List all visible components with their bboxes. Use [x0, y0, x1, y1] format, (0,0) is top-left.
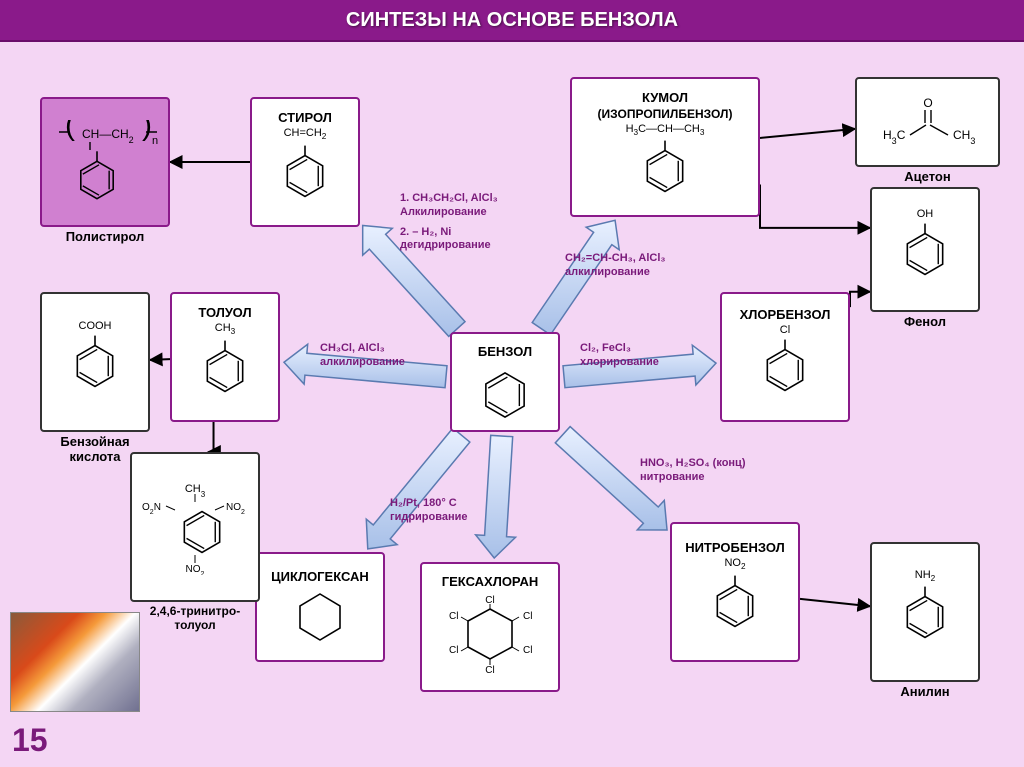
benzene-title: БЕНЗОЛ: [478, 344, 532, 359]
svg-text:Cl: Cl: [523, 611, 532, 622]
header: СИНТЕЗЫ НА ОСНОВЕ БЕНЗОЛА: [0, 0, 1024, 42]
svg-text:n: n: [152, 135, 158, 147]
benzoic-acid-structure-icon: [68, 334, 123, 404]
chlorobenzene-structure-icon: [758, 338, 813, 408]
hexachlorane-structure-icon: Cl Cl Cl Cl Cl Cl: [445, 591, 535, 681]
page: СИНТЕЗЫ НА ОСНОВЕ БЕНЗОЛА БЕНЗОЛ: [0, 0, 1024, 767]
phenol-card: OH: [870, 187, 980, 312]
toluene-formula: CH3: [215, 322, 235, 336]
condition-cumene: CH₂=CH-CH₃, AlCl₃ алкилирование: [565, 252, 666, 280]
explosion-photo: [10, 612, 140, 712]
svg-text:NO2: NO2: [226, 502, 245, 516]
styrene-formula: CH=CH2: [284, 127, 327, 141]
svg-text:): ): [142, 120, 152, 142]
cumene-card: КУМОЛ (ИЗОПРОПИЛБЕНЗОЛ) H3C—CH—CH3: [570, 77, 760, 217]
benzene-structure-icon: [478, 361, 533, 421]
tnt-structure-icon: CH3 NO2 O2N NO2: [140, 480, 250, 575]
chlorobenzene-card: ХЛОРБЕНЗОЛ Cl: [720, 292, 850, 422]
cyclohexane-card: ЦИКЛОГЕКСАН: [255, 552, 385, 662]
nitrobenzene-title: НИТРОБЕНЗОЛ: [685, 540, 785, 555]
chlorobenzene-title: ХЛОРБЕНЗОЛ: [740, 307, 831, 322]
aniline-card: NH2: [870, 542, 980, 682]
styrene-card: СТИРОЛ CH=CH2: [250, 97, 360, 227]
acetone-label: Ацетон: [855, 169, 1000, 184]
hexachlorane-card: ГЕКСАХЛОРАН Cl Cl Cl Cl Cl Cl: [420, 562, 560, 692]
svg-text:Cl: Cl: [449, 645, 458, 656]
aniline-label: Анилин: [870, 684, 980, 699]
phenol-structure-icon: [898, 222, 953, 292]
phenol-label: Фенол: [870, 314, 980, 329]
polystyrene-structure-icon: ( CH—CH2 ) n: [50, 120, 160, 205]
hexachlorane-title: ГЕКСАХЛОРАН: [442, 574, 538, 589]
polystyrene-card: ( CH—CH2 ) n: [40, 97, 170, 227]
svg-text:O: O: [923, 96, 932, 110]
cumene-formula: H3C—CH—CH3: [626, 123, 705, 137]
svg-text:NO2: NO2: [186, 564, 205, 575]
cyclohexane-title: ЦИКЛОГЕКСАН: [271, 569, 369, 584]
toluene-title: ТОЛУОЛ: [198, 305, 251, 320]
condition-toluene: CH₃Cl, AlCl₃ алкилирование: [320, 342, 405, 370]
condition-chlorobenzene: Cl₂, FeCl₃ хлорирование: [580, 342, 659, 370]
condition-cyclohexane: H₂/Pt, 180° C гидрирование: [390, 497, 468, 525]
slide-number: 15: [12, 722, 48, 759]
cyclohexane-structure-icon: [293, 586, 348, 646]
acetone-card: O H3C CH3: [855, 77, 1000, 167]
phenol-formula: OH: [917, 208, 934, 220]
styrene-title: СТИРОЛ: [278, 110, 332, 125]
benzoic-acid-formula: COOH: [79, 320, 112, 332]
nitrobenzene-formula: NO2: [724, 557, 745, 571]
condition-nitrobenzene: HNO₃, H₂SO₄ (конц) нитрование: [640, 457, 745, 485]
toluene-structure-icon: [198, 339, 253, 409]
chlorobenzene-formula: Cl: [780, 324, 790, 336]
svg-text:H3C: H3C: [883, 128, 906, 146]
cumene-title-l1: КУМОЛ: [642, 90, 688, 105]
aniline-formula: NH2: [915, 569, 935, 583]
polystyrene-label: Полистирол: [40, 229, 170, 244]
svg-text:O2N: O2N: [142, 502, 161, 516]
benzoic-acid-card: COOH: [40, 292, 150, 432]
benzene-center-card: БЕНЗОЛ: [450, 332, 560, 432]
svg-text:CH3: CH3: [953, 128, 975, 146]
cumene-title-l2: (ИЗОПРОПИЛБЕНЗОЛ): [598, 107, 733, 121]
svg-text:Cl: Cl: [523, 645, 532, 656]
styrene-structure-icon: [278, 144, 333, 214]
aniline-structure-icon: [898, 585, 953, 655]
diagram-canvas: БЕНЗОЛ СТИРОЛ CH=CH2 КУМОЛ (ИЗОПРОПИЛБЕН…: [0, 42, 1024, 767]
nitrobenzene-card: НИТРОБЕНЗОЛ NO2: [670, 522, 800, 662]
nitrobenzene-structure-icon: [708, 574, 763, 644]
header-title: СИНТЕЗЫ НА ОСНОВЕ БЕНЗОЛА: [346, 9, 678, 32]
toluene-card: ТОЛУОЛ CH3: [170, 292, 280, 422]
svg-text:Cl: Cl: [449, 611, 458, 622]
acetone-structure-icon: O H3C CH3: [868, 95, 988, 150]
tnt-label: 2,4,6-тринитро- толуол: [130, 604, 260, 632]
svg-text:Cl: Cl: [485, 665, 494, 676]
svg-text:(: (: [65, 120, 75, 142]
cumene-structure-icon: [638, 139, 693, 204]
tnt-card: CH3 NO2 O2N NO2: [130, 452, 260, 602]
condition-styrene: 1. CH₃CH₂Cl, AlCl₃ Алкилирование 2. – H₂…: [400, 192, 498, 253]
